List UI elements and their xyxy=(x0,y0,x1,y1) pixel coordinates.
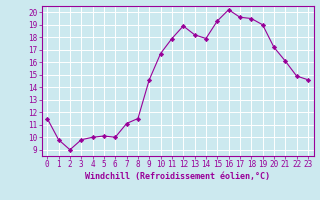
X-axis label: Windchill (Refroidissement éolien,°C): Windchill (Refroidissement éolien,°C) xyxy=(85,172,270,181)
